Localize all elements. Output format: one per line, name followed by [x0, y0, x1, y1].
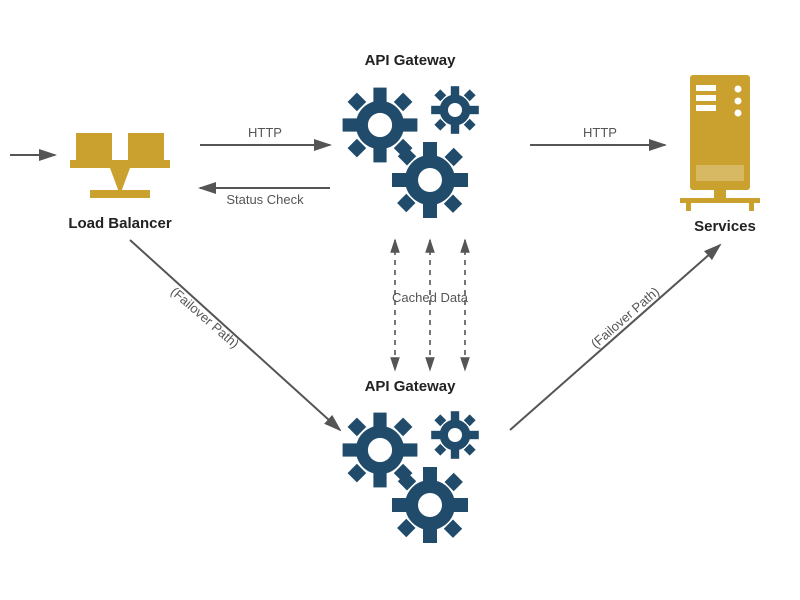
services-label: Services [680, 218, 770, 235]
api-gateway-bottom-label: API Gateway [350, 378, 470, 395]
api-gateway-top-label: API Gateway [350, 52, 470, 69]
api-gateway-top-icon [343, 86, 479, 218]
api-gateway-bottom-icon [343, 411, 479, 543]
edge-failover-right [510, 245, 720, 430]
load-balancer-label: Load Balancer [50, 215, 190, 232]
edge-http-right-label: HTTP [565, 125, 635, 140]
services-icon [680, 75, 760, 211]
load-balancer-icon [70, 133, 170, 198]
edge-cached-data [395, 240, 465, 370]
edge-cached-data-label: Cached Data [380, 290, 480, 305]
edge-status-check-label: Status Check [215, 192, 315, 207]
edge-http-top-label: HTTP [230, 125, 300, 140]
